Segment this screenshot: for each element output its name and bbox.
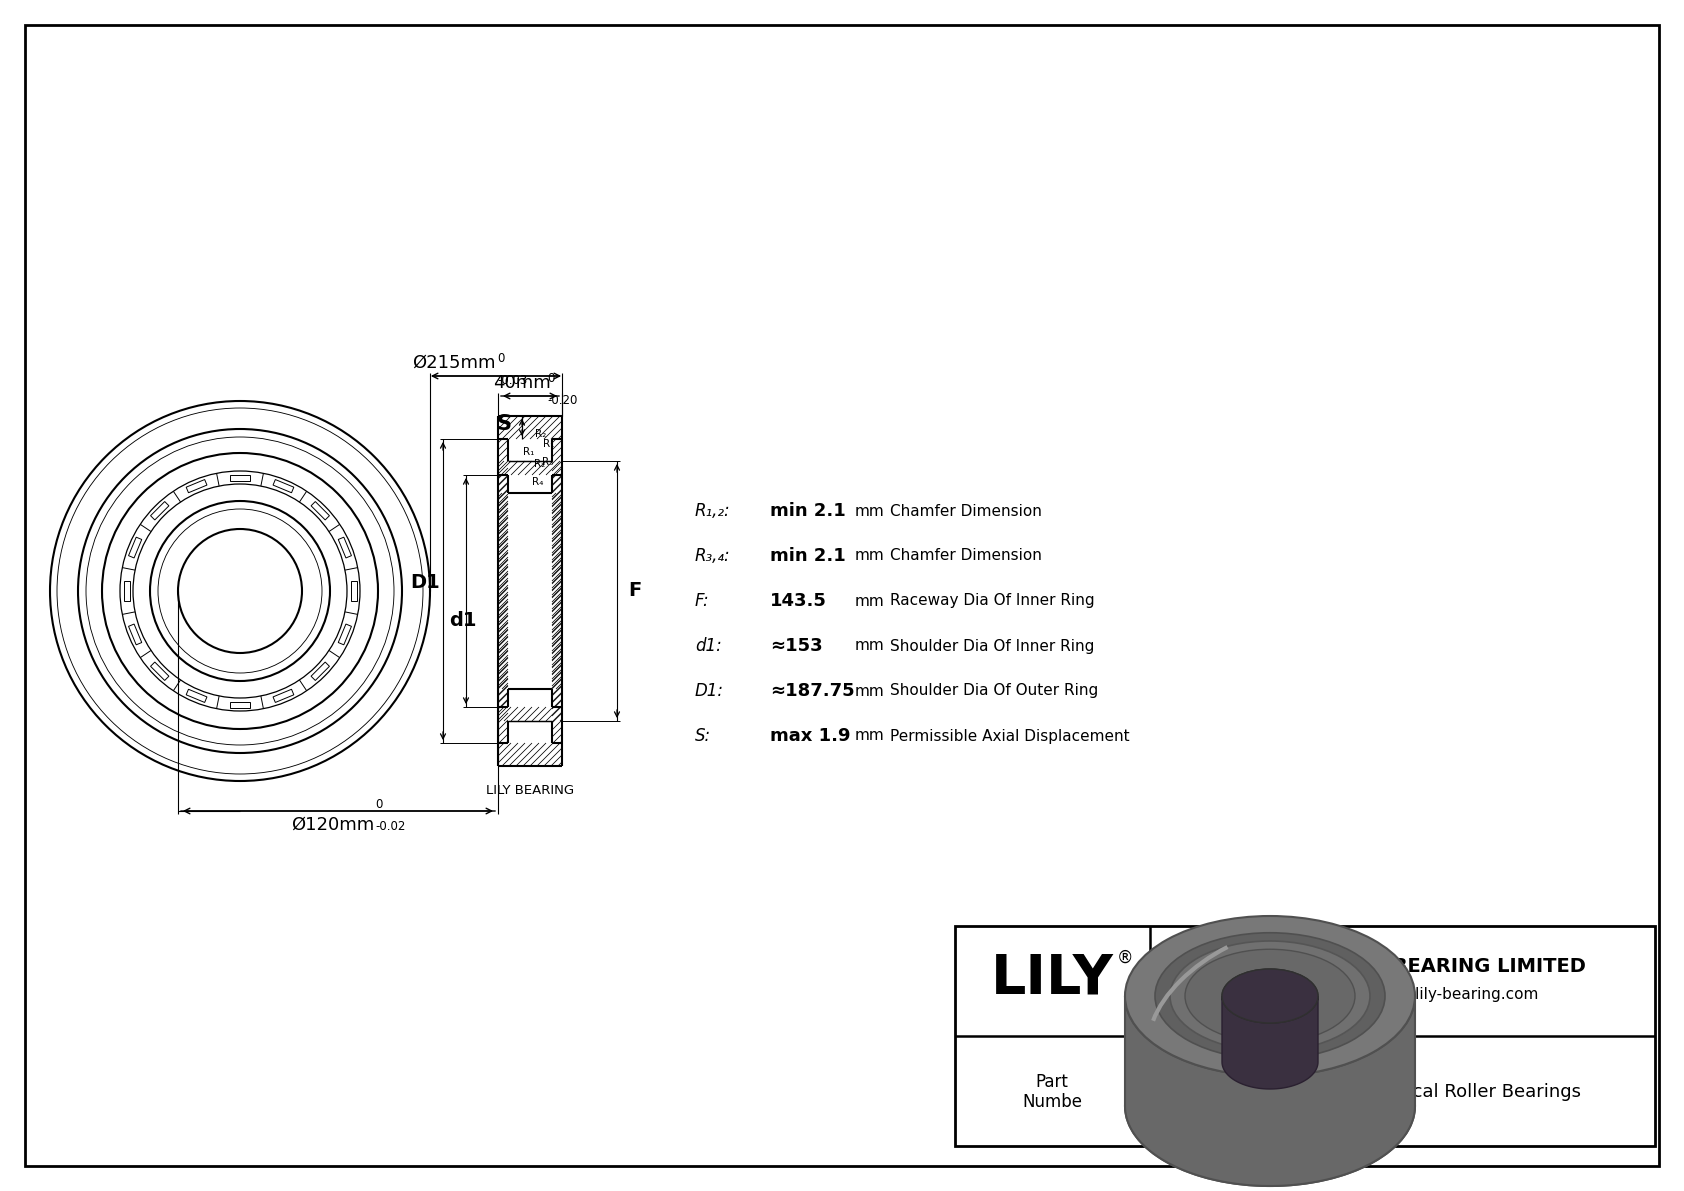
Text: R₃: R₃ bbox=[542, 457, 554, 467]
Text: Email: lilybearing@lily-bearing.com: Email: lilybearing@lily-bearing.com bbox=[1266, 986, 1537, 1002]
Ellipse shape bbox=[1125, 916, 1415, 1075]
Bar bbox=[231, 474, 249, 480]
Text: -0.02: -0.02 bbox=[376, 819, 406, 833]
Text: 0: 0 bbox=[376, 798, 382, 811]
Text: D1: D1 bbox=[411, 574, 440, 592]
Bar bbox=[150, 501, 168, 520]
Bar bbox=[273, 690, 293, 703]
Text: -0.20: -0.20 bbox=[547, 394, 578, 407]
Polygon shape bbox=[1125, 996, 1415, 1186]
Text: SHANGHAI LILY BEARING LIMITED: SHANGHAI LILY BEARING LIMITED bbox=[1219, 956, 1585, 975]
Text: Ø215mm: Ø215mm bbox=[413, 354, 495, 372]
Text: Raceway Dia Of Inner Ring: Raceway Dia Of Inner Ring bbox=[891, 593, 1095, 609]
Text: mm: mm bbox=[855, 684, 884, 698]
Bar bbox=[273, 480, 293, 493]
Text: mm: mm bbox=[855, 729, 884, 743]
Bar bbox=[312, 662, 330, 680]
Text: R₁,₂:: R₁,₂: bbox=[695, 501, 731, 520]
Text: Part
Numbe: Part Numbe bbox=[1022, 1073, 1083, 1111]
Bar bbox=[187, 690, 207, 703]
Text: 0: 0 bbox=[547, 372, 554, 385]
Ellipse shape bbox=[1223, 969, 1319, 1023]
Text: R₂: R₂ bbox=[536, 429, 546, 439]
Text: R₂: R₂ bbox=[534, 459, 546, 469]
Text: LILY: LILY bbox=[990, 950, 1113, 1005]
Bar bbox=[123, 581, 130, 601]
Bar bbox=[128, 537, 141, 557]
Ellipse shape bbox=[1155, 933, 1384, 1059]
Bar bbox=[338, 624, 352, 644]
Text: 143.5: 143.5 bbox=[770, 592, 827, 610]
Text: mm: mm bbox=[855, 549, 884, 563]
Text: mm: mm bbox=[855, 593, 884, 609]
Text: Shoulder Dia Of Outer Ring: Shoulder Dia Of Outer Ring bbox=[891, 684, 1098, 698]
Bar bbox=[128, 624, 141, 644]
Text: R₁: R₁ bbox=[524, 447, 534, 457]
Text: R₁: R₁ bbox=[542, 439, 554, 449]
Text: ≈153: ≈153 bbox=[770, 637, 822, 655]
Bar bbox=[955, 925, 1655, 1146]
Ellipse shape bbox=[1223, 969, 1319, 1023]
Ellipse shape bbox=[1125, 1025, 1415, 1186]
Bar bbox=[350, 581, 357, 601]
Text: Chamfer Dimension: Chamfer Dimension bbox=[891, 504, 1042, 518]
Text: mm: mm bbox=[855, 638, 884, 654]
Text: Chamfer Dimension: Chamfer Dimension bbox=[891, 549, 1042, 563]
Text: NJ 224 ECML Cylindrical Roller Bearings: NJ 224 ECML Cylindrical Roller Bearings bbox=[1224, 1083, 1581, 1100]
Bar bbox=[187, 480, 207, 493]
Text: F: F bbox=[628, 581, 642, 600]
Bar bbox=[231, 701, 249, 707]
Text: S: S bbox=[497, 414, 512, 435]
Polygon shape bbox=[1223, 996, 1319, 1089]
Text: Permissible Axial Displacement: Permissible Axial Displacement bbox=[891, 729, 1130, 743]
Text: R₃,₄:: R₃,₄: bbox=[695, 547, 731, 565]
Text: D1:: D1: bbox=[695, 682, 724, 700]
Text: 0: 0 bbox=[497, 353, 505, 364]
Text: F:: F: bbox=[695, 592, 709, 610]
Text: max 1.9: max 1.9 bbox=[770, 727, 850, 746]
Ellipse shape bbox=[1186, 949, 1356, 1043]
Text: Ø120mm: Ø120mm bbox=[291, 816, 374, 834]
Text: LILY BEARING: LILY BEARING bbox=[487, 784, 574, 797]
Text: min 2.1: min 2.1 bbox=[770, 501, 845, 520]
Ellipse shape bbox=[1170, 941, 1371, 1050]
Text: ®: ® bbox=[1116, 949, 1133, 967]
Text: Shoulder Dia Of Inner Ring: Shoulder Dia Of Inner Ring bbox=[891, 638, 1095, 654]
Text: S:: S: bbox=[695, 727, 711, 746]
Text: d1: d1 bbox=[450, 611, 477, 630]
Text: R₄: R₄ bbox=[532, 478, 544, 487]
Bar bbox=[150, 662, 168, 680]
Text: ≈187.75: ≈187.75 bbox=[770, 682, 854, 700]
Text: mm: mm bbox=[855, 504, 884, 518]
Text: 40mm: 40mm bbox=[493, 374, 551, 392]
Bar bbox=[312, 501, 330, 520]
Text: d1:: d1: bbox=[695, 637, 722, 655]
Bar bbox=[338, 537, 352, 557]
Text: min 2.1: min 2.1 bbox=[770, 547, 845, 565]
Text: -0.03: -0.03 bbox=[497, 374, 527, 387]
